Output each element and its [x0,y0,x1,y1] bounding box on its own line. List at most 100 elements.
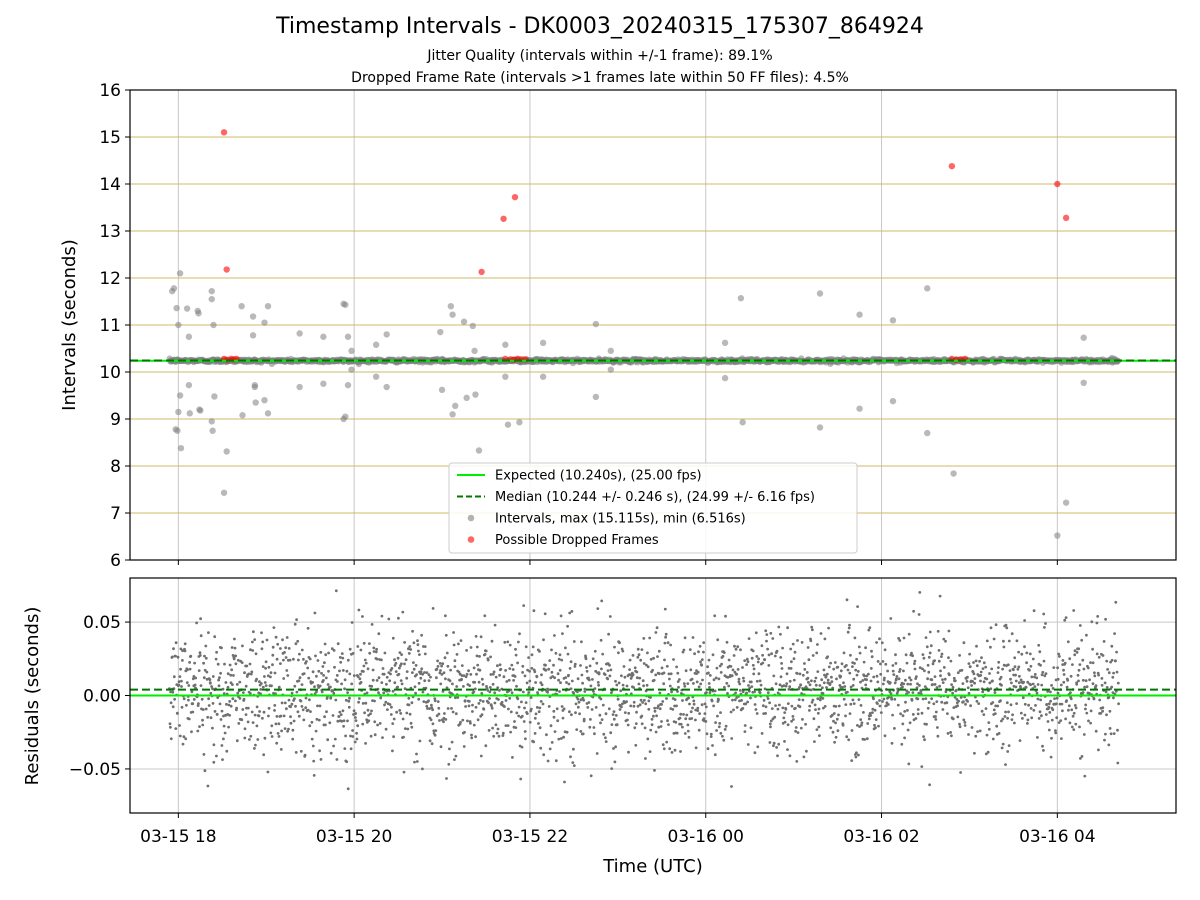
residual-point [521,664,525,668]
residual-point [651,668,654,672]
residual-point [430,706,434,709]
residual-point [439,669,442,672]
residual-point [875,674,879,678]
residual-point [681,650,685,654]
residual-point [823,705,827,708]
residual-point [519,777,523,781]
residual-point [494,675,498,679]
residual-point [450,740,454,744]
residual-point [464,705,467,708]
residual-point [385,675,389,679]
residual-point [235,683,239,686]
residual-point [561,716,565,720]
residual-point [693,652,696,656]
residual-point [273,704,277,707]
residual-point [1063,618,1067,622]
residual-point [1029,683,1032,687]
residual-point [598,713,602,717]
residual-point [668,747,672,751]
residual-point [658,691,662,695]
interval-point [1062,499,1070,506]
residual-point [1008,669,1012,672]
residual-point [726,692,729,695]
residual-point [686,682,690,685]
residual-point [975,699,979,703]
residual-point [969,704,972,708]
residual-point [502,675,506,679]
residual-point [796,731,800,734]
residual-point [882,697,886,701]
residual-point [357,700,360,704]
residual-point [1081,678,1085,682]
interval-point [383,383,390,391]
residual-point [1004,710,1007,714]
residual-point [824,675,828,678]
residual-point [362,641,366,645]
residual-point [233,637,236,641]
residual-point [197,702,200,706]
residual-point [343,747,347,750]
residual-point [248,692,252,695]
residual-point [472,690,476,694]
residual-point [729,710,733,714]
residual-point [912,609,915,613]
residual-point [726,675,730,679]
residual-point [187,684,191,687]
residual-point [475,672,478,676]
residual-point [493,701,497,705]
residual-point [543,612,547,616]
residual-point [947,656,950,660]
residual-point [707,658,711,662]
residual-point [286,674,290,677]
residual-point [752,667,756,671]
residual-point [375,679,379,682]
residual-point [722,651,726,654]
residual-point [266,770,270,774]
residual-point [706,747,710,751]
residual-point [1116,728,1119,732]
residual-point [429,675,432,679]
y-tick-label: 13 [99,222,121,242]
residual-point [311,744,315,748]
residual-point [822,706,825,710]
residual-point [310,737,314,741]
residual-point [1111,675,1115,679]
residual-point [402,770,406,774]
residual-point [176,712,179,715]
residual-point [1085,685,1089,689]
interval-point [539,339,547,347]
residual-point [1086,666,1090,670]
residual-point [403,687,407,691]
residual-point [1010,718,1014,721]
residual-point [508,667,512,670]
residual-point [264,666,267,670]
residual-point [631,673,635,677]
residual-point [614,745,617,749]
interval-point [950,470,957,477]
residual-point [235,706,239,710]
residual-point [527,686,531,689]
residual-point [435,667,439,671]
residual-point [1014,679,1018,683]
residual-point [574,711,577,715]
dropped-frame-point [223,266,230,273]
residual-point [873,723,876,727]
residual-point [1077,679,1080,683]
residual-point [509,688,513,692]
residual-point [754,631,758,635]
residual-point [422,700,426,703]
residual-point [718,722,722,725]
residual-point [1031,657,1035,661]
residual-point [909,682,912,686]
residual-point [1111,691,1115,694]
residual-point [763,687,767,691]
residual-point [306,666,310,670]
residual-point [719,731,723,735]
residual-point [423,679,427,683]
residual-point [615,723,619,727]
residual-point [1115,670,1119,674]
residual-point [938,594,942,598]
residual-point [1070,708,1074,712]
residual-point [215,754,218,758]
residual-point [474,634,478,638]
